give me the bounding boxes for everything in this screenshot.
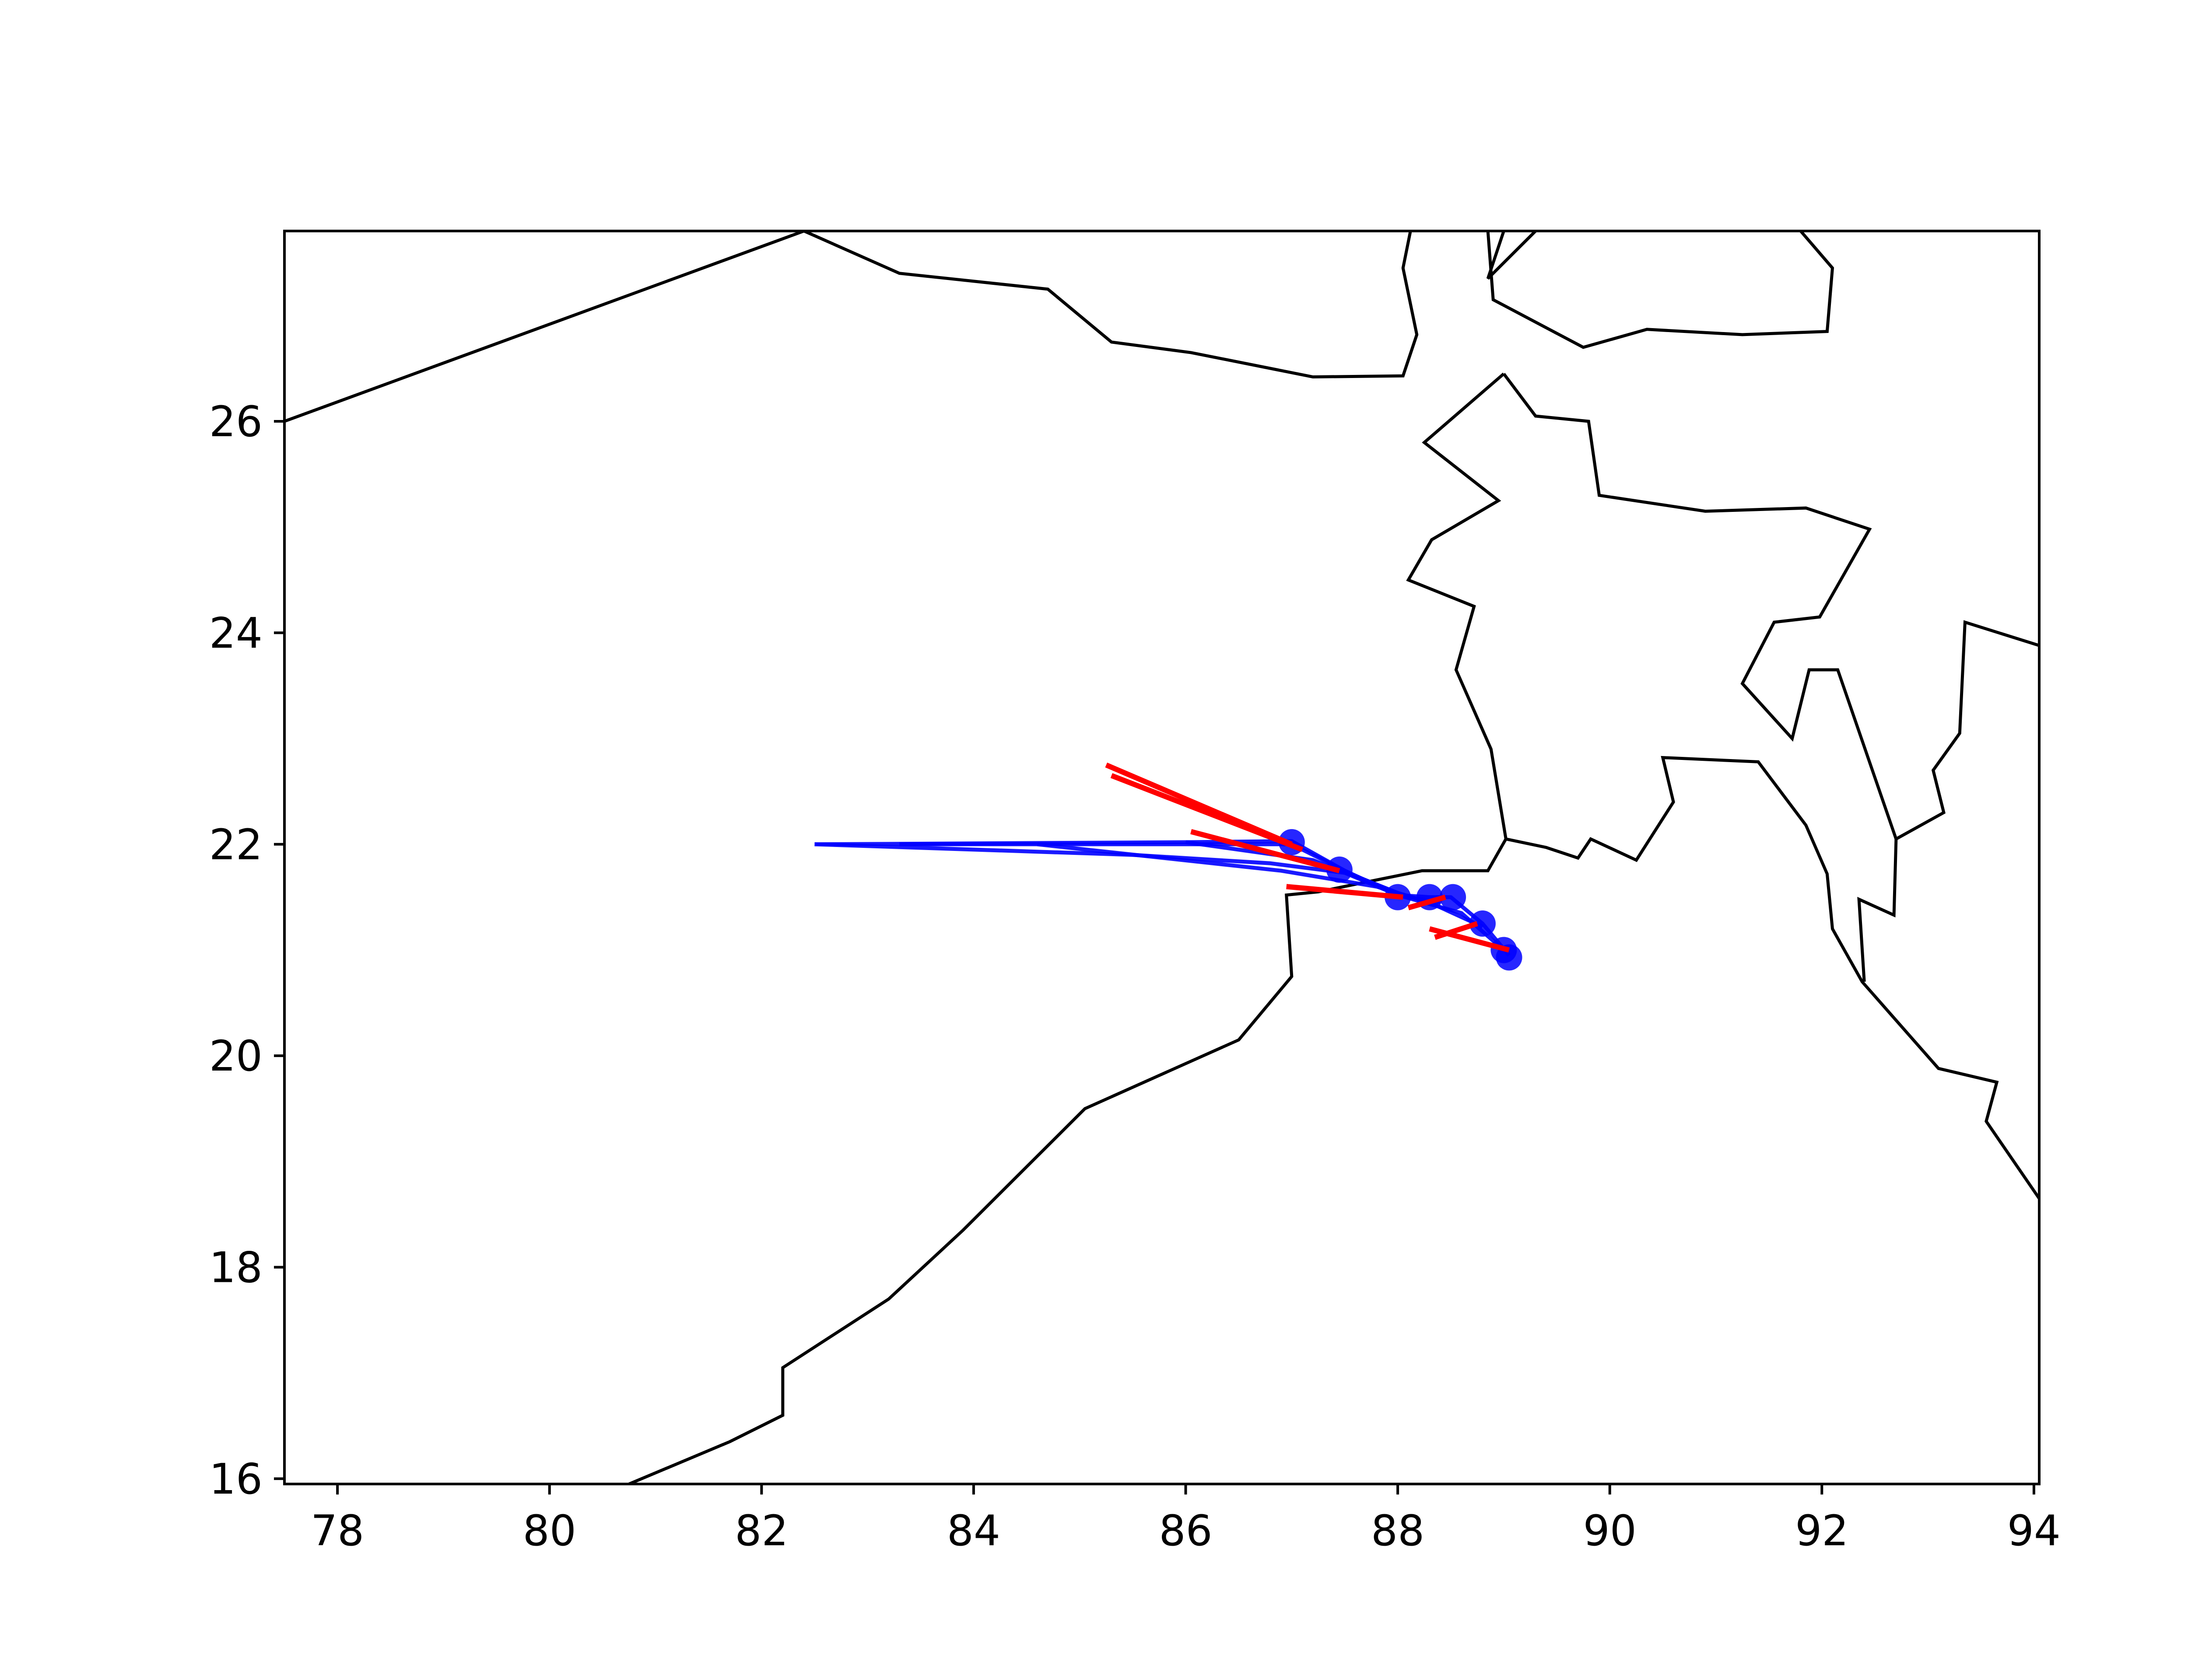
- observed-track-line: [1185, 840, 1409, 899]
- x-tick-label: 94: [2007, 1506, 2061, 1555]
- x-axis: 78 80 82 84 86 88 90 92 94: [311, 1484, 2061, 1555]
- coastline-segment: [1486, 231, 1537, 280]
- observed-point: [1440, 884, 1466, 910]
- y-tick-label: 16: [209, 1455, 263, 1504]
- x-tick-label: 92: [1795, 1506, 1848, 1555]
- forecast-tracks-layer: [1105, 762, 1510, 953]
- plot-frame: [283, 230, 2041, 1485]
- x-tick-label: 82: [735, 1506, 788, 1555]
- forecast-track-line: [1286, 884, 1403, 900]
- y-tick-label: 24: [209, 609, 263, 658]
- y-tick-label: 22: [209, 820, 263, 869]
- forecast-track-line: [1434, 921, 1478, 940]
- x-tick-label: 84: [947, 1506, 1000, 1555]
- plot-area: [284, 231, 2039, 1484]
- forecast-track-line: [1407, 894, 1446, 910]
- coastline-segment: [1502, 373, 1898, 840]
- forecast-track-line: [1110, 773, 1304, 852]
- observed-point: [1469, 910, 1496, 937]
- y-tick-label: 26: [209, 397, 263, 446]
- y-tick-label: 20: [209, 1032, 263, 1081]
- forecast-track-line: [1190, 829, 1340, 874]
- x-tick-label: 90: [1583, 1506, 1637, 1555]
- coastline-segment: [1486, 231, 1834, 349]
- coastline-segment: [1857, 620, 2039, 982]
- x-tick-label: 80: [523, 1506, 576, 1555]
- coastline-segment: [284, 231, 1419, 423]
- coastline-segment: [628, 838, 1508, 1484]
- y-tick-label: 18: [209, 1243, 263, 1292]
- x-tick-label: 86: [1159, 1506, 1212, 1555]
- coastline-segment: [1406, 372, 2039, 1200]
- y-axis: 16 18 20 22 24 26: [209, 397, 284, 1504]
- x-tick-label: 78: [311, 1506, 364, 1555]
- coastline-layer: [284, 231, 2039, 1484]
- x-tick-label: 88: [1371, 1506, 1424, 1555]
